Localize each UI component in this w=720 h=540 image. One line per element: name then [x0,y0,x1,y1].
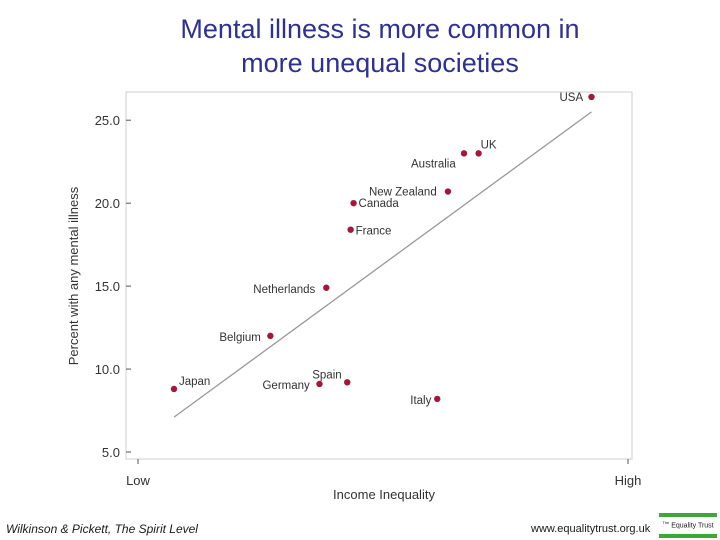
y-tick-label: 15.0 [95,279,120,294]
y-axis-label: Percent with any mental illness [66,186,81,365]
data-point [588,93,595,101]
point-label: Canada [359,198,400,210]
data-point [344,379,351,386]
axes: 5.0 10.0 15.0 20.0 25.0 Low High [95,113,642,488]
y-tick-label: 25.0 [95,113,120,128]
point-label: Japan [179,376,210,388]
trend-layer [173,111,592,418]
plot-frame [125,91,633,460]
y-tick-label: 5.0 [102,445,120,460]
x-tick-label: Low [126,473,150,488]
point-label: Spain [312,369,341,381]
data-point [323,284,330,291]
data-point [475,150,482,157]
point-label: Germany [262,380,310,392]
point-label: New Zealand [369,187,437,199]
logo-bar-bottom [659,534,717,538]
chart-title: Mental illness is more common in more un… [0,12,720,80]
logo-the: The [662,520,670,525]
chart-title-line-1: Mental illness is more common in [180,14,580,44]
data-point [347,226,354,233]
data-point [316,380,323,388]
point-label: UK [481,139,497,151]
chart-title-line-2: more unequal societies [241,48,519,78]
y-tick-label: 10.0 [95,362,120,377]
data-point [444,188,452,195]
point-label: Netherlands [253,284,315,296]
point-label: Belgium [219,332,261,344]
logo-bar-top [659,513,717,517]
logo-text: The Equality Trust [659,520,717,529]
website-link[interactable]: www.equalitytrust.org.uk [531,523,651,535]
point-label: Italy [410,395,431,407]
point-label: USA [560,92,584,104]
point-label: France [356,226,392,238]
trend-line [173,111,592,418]
citation: Wilkinson & Pickett, The Spirit Level [6,522,198,536]
data-point [350,199,357,207]
logo-name: Equality Trust [671,522,714,530]
y-tick-label: 20.0 [95,196,120,211]
point-label: Australia [411,158,456,170]
x-tick-label: High [615,473,642,488]
data-point [170,385,178,393]
data-point [434,395,441,403]
equality-trust-logo: The Equality Trust [659,513,717,538]
data-point [267,332,274,340]
data-point [460,150,468,157]
x-axis-label: Income Inequality [333,487,435,502]
